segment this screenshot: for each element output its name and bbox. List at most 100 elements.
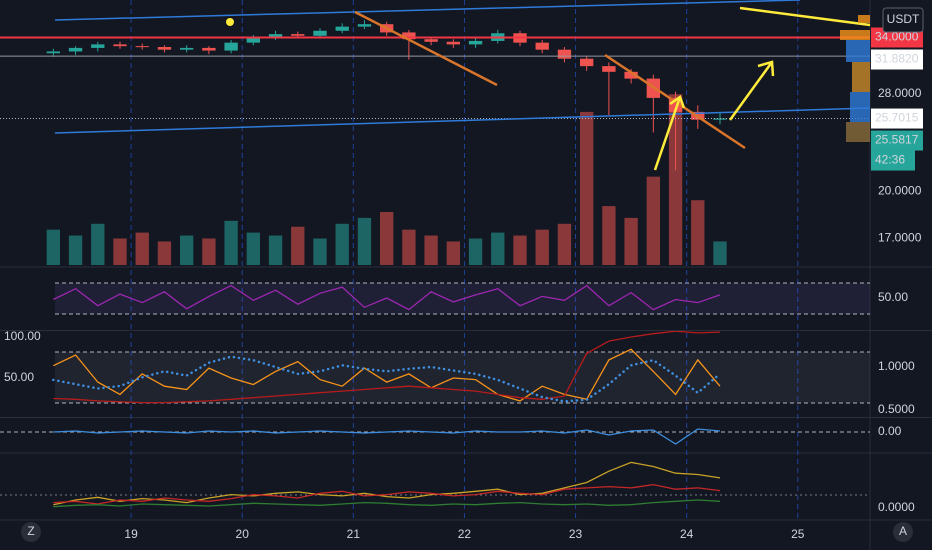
currency-box[interactable] <box>882 7 924 33</box>
volume-bar <box>135 232 149 265</box>
x-tick-label: 23 <box>569 527 583 541</box>
volume-bar <box>624 217 638 265</box>
currency: USDT <box>887 12 920 26</box>
x-tick-label: 22 <box>458 527 472 541</box>
volume-bar <box>246 232 260 265</box>
volume-bar <box>68 235 83 265</box>
countdown-badge <box>871 150 915 171</box>
candle-body <box>580 58 594 67</box>
volume-bar <box>157 241 172 265</box>
drawings <box>54 0 871 171</box>
volume-bar <box>535 229 549 265</box>
volume-bar <box>468 238 483 265</box>
price-badge-label: 25.7015 <box>875 111 919 125</box>
price-badge <box>871 108 923 129</box>
volume-profile <box>840 15 870 142</box>
price-badge-label: 34.0000 <box>875 30 919 44</box>
volume-bar <box>113 238 127 265</box>
volume-bar <box>180 235 194 265</box>
volume-bar <box>424 235 438 265</box>
zoom-icon: Z <box>27 524 34 538</box>
indicator-line <box>53 461 721 506</box>
candle-body <box>313 30 327 36</box>
x-tick-label: 19 <box>124 527 138 541</box>
candle-body <box>357 24 372 27</box>
candle-body <box>468 40 483 45</box>
zoom-button[interactable] <box>21 522 41 542</box>
y-tick-label: 50.00 <box>4 370 34 384</box>
candle-body <box>224 42 238 51</box>
x-tick-label: 21 <box>347 527 361 541</box>
candle-body <box>246 37 260 43</box>
volume-bar <box>91 223 105 265</box>
candle-body <box>335 26 349 31</box>
price-badge-label: 25.5817 <box>875 133 919 147</box>
volume-bar <box>380 212 394 265</box>
auto-scale-icon: A <box>899 524 907 538</box>
indicator-line <box>53 499 721 508</box>
y-tick-label: 0.00 <box>878 424 902 438</box>
volume-bar <box>713 241 727 265</box>
volume-bar <box>668 94 683 265</box>
x-tick-label: 24 <box>680 527 694 541</box>
indicator-line <box>53 284 721 311</box>
indicator-line <box>53 483 721 505</box>
indicator-line <box>53 428 721 445</box>
volume-bar <box>446 241 460 265</box>
y-tick-label: 17.0000 <box>878 230 922 244</box>
price-badge <box>871 130 923 151</box>
x-tick-label: 25 <box>791 527 805 541</box>
volume-bar <box>402 229 416 265</box>
indicator-pane <box>0 428 870 445</box>
y2-tick-label: 0.5000 <box>878 402 915 416</box>
candle-body <box>446 41 460 45</box>
y2-tick-label: 1.0000 <box>878 359 915 373</box>
price-badge <box>871 49 923 70</box>
volume-bar <box>46 229 60 265</box>
indicator-line <box>52 355 722 403</box>
indicator-line <box>53 331 721 404</box>
auto-scale-button[interactable] <box>893 522 913 542</box>
candle-body <box>268 34 283 38</box>
candle-body <box>424 39 438 42</box>
volume-bar <box>202 238 216 265</box>
labels: 19 20 21 22 23 24 25 28.0000 20.0000 17.0000 34.00… <box>4 27 923 541</box>
volume-bar <box>580 111 594 265</box>
countdown: 42:36 <box>875 153 905 167</box>
candle-body <box>113 44 127 47</box>
candle-body <box>46 51 60 54</box>
marks <box>0 0 870 520</box>
volume-bar <box>335 223 349 265</box>
y-tick-label: 20.0000 <box>878 183 922 197</box>
volume-bar <box>357 217 372 265</box>
volume-bar <box>602 206 616 265</box>
indicator-pane <box>53 284 721 311</box>
indicator-pane <box>53 461 721 508</box>
indicator-bands <box>0 282 870 496</box>
y-tick-label: 100.00 <box>4 329 41 343</box>
y-tick-label: 28.0000 <box>878 86 922 100</box>
x-tick-label: 20 <box>236 527 250 541</box>
candle-body <box>535 42 549 50</box>
candle-body <box>291 34 305 36</box>
candle-body <box>202 47 216 51</box>
candle-body <box>180 47 194 50</box>
candle-body <box>135 46 149 48</box>
candle-body <box>68 47 83 52</box>
indicator-line <box>53 348 721 402</box>
candle-body <box>602 66 616 72</box>
indicator-pane <box>52 331 722 404</box>
y-tick-label: 0.0000 <box>878 500 915 514</box>
candle-body <box>713 118 727 120</box>
price-badge-label: 31.8820 <box>875 52 919 66</box>
volume-bar <box>491 232 505 265</box>
volume-bar <box>557 223 572 265</box>
volume-bar <box>268 235 283 265</box>
volume-bar <box>313 238 327 265</box>
y-tick-label: 50.00 <box>878 290 908 304</box>
volume-bar <box>291 226 305 265</box>
candle-body <box>157 47 172 50</box>
volume-bar <box>513 235 527 265</box>
